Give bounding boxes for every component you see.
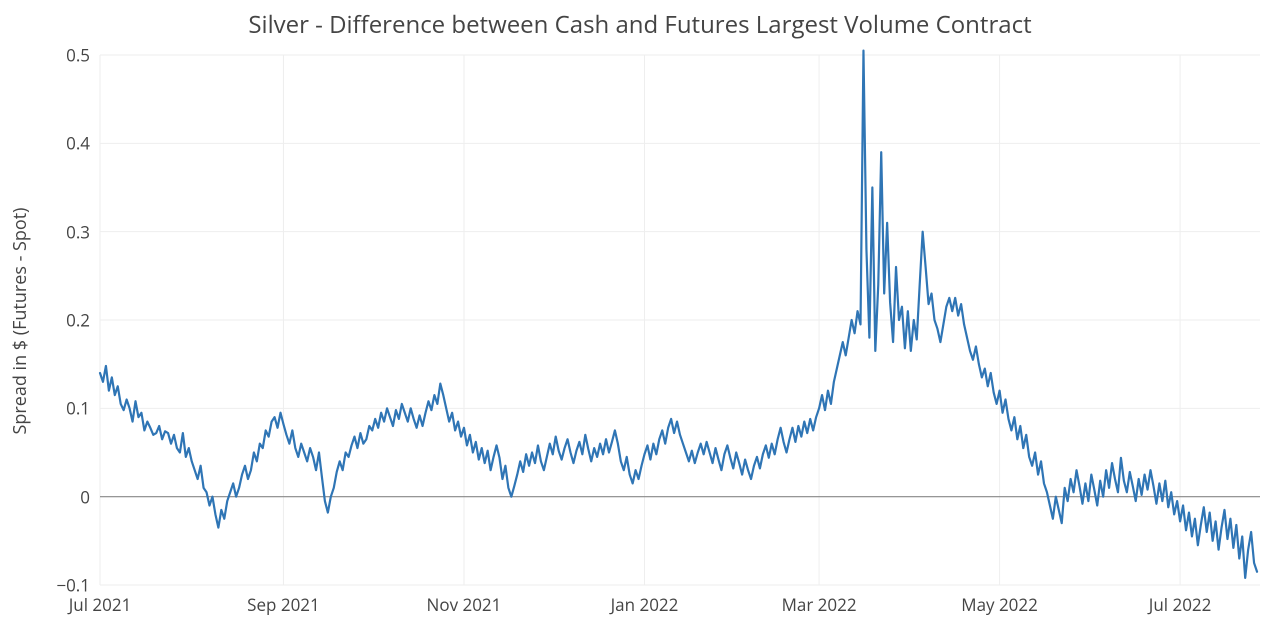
y-axis-label: Spread in $ (Futures - Spot) (8, 207, 32, 434)
y-tick-label: 0.3 (66, 220, 90, 243)
y-tick-label: 0.4 (66, 132, 90, 155)
x-tick-label: Jan 2022 (611, 593, 679, 616)
chart-container: Silver - Difference between Cash and Fut… (0, 0, 1280, 641)
y-tick-label: 0.2 (66, 309, 90, 332)
y-tick-label: 0.1 (66, 397, 90, 420)
x-tick-label: Sep 2021 (247, 593, 320, 616)
x-tick-label: Nov 2021 (427, 593, 502, 616)
x-tick-label: Mar 2022 (782, 593, 857, 616)
y-tick-label: 0.5 (66, 44, 90, 67)
x-tick-label: Jul 2021 (69, 593, 132, 616)
chart-title: Silver - Difference between Cash and Fut… (0, 8, 1280, 41)
x-tick-label: Jul 2022 (1149, 593, 1212, 616)
plot-area (100, 55, 1260, 585)
x-tick-label: May 2022 (961, 593, 1038, 616)
plot-svg (100, 55, 1260, 585)
y-tick-label: 0 (80, 485, 90, 508)
